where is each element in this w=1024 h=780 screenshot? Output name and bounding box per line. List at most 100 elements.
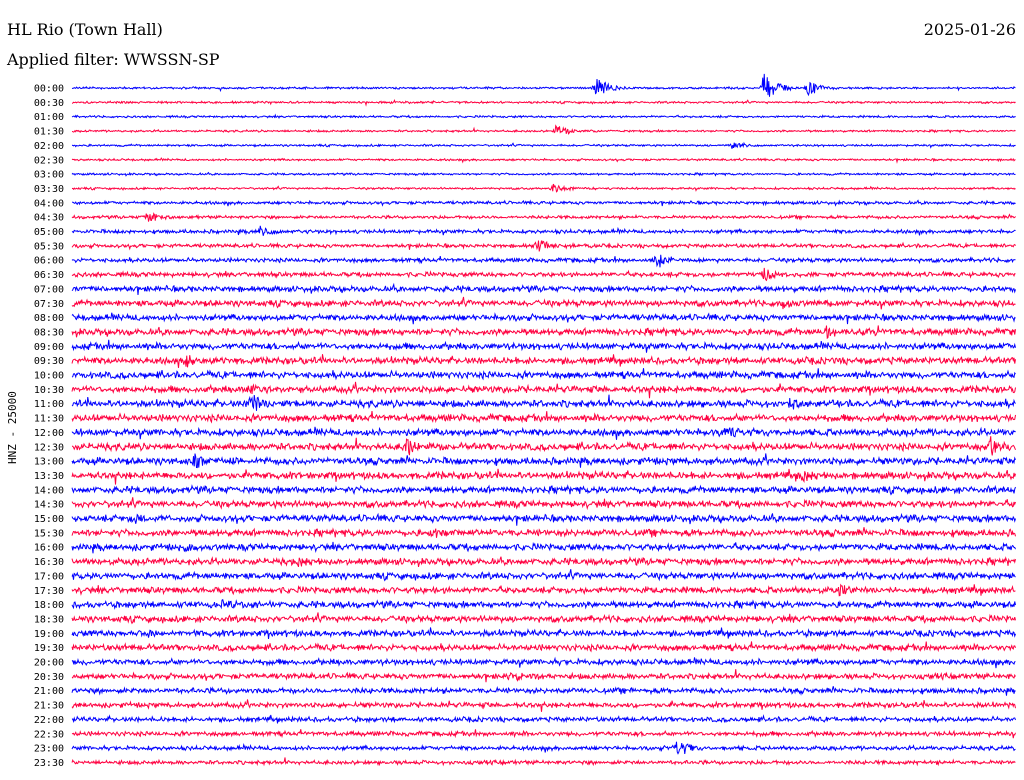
time-tick-label: 11:00 — [34, 399, 64, 410]
time-tick-label: 17:30 — [34, 586, 64, 597]
time-tick-labels: 00:00 00:30 01:00 01:30 02:00 02:30 03:00 03:30… — [34, 84, 64, 769]
seismic-trace-row — [71, 368, 1016, 381]
time-tick-label: 02:30 — [34, 155, 64, 166]
time-tick-label: 15:30 — [34, 528, 64, 539]
seismic-trace-row — [71, 729, 1016, 739]
seismic-trace-row — [71, 541, 1016, 554]
seismic-trace-row — [71, 267, 1016, 282]
time-tick-label: 23:00 — [34, 744, 64, 755]
time-tick-label: 10:00 — [34, 371, 64, 382]
seismic-trace-row — [71, 339, 1016, 353]
time-tick-label: 05:30 — [34, 241, 64, 252]
seismic-trace-row — [71, 583, 1016, 597]
seismic-trace-row — [71, 669, 1016, 683]
seismic-traces — [71, 73, 1016, 767]
seismic-trace-row — [71, 741, 1016, 755]
time-tick-label: 00:30 — [34, 98, 64, 109]
seismic-trace-row — [71, 641, 1016, 653]
time-tick-label: 12:00 — [34, 428, 64, 439]
time-tick-label: 16:00 — [34, 543, 64, 554]
seismic-trace-row — [71, 527, 1016, 539]
time-tick-label: 10:30 — [34, 385, 64, 396]
seismic-trace-row — [71, 699, 1016, 712]
time-tick-label: 14:30 — [34, 500, 64, 511]
time-tick-label: 19:00 — [34, 629, 64, 640]
seismic-trace-row — [71, 199, 1016, 207]
seismic-trace-row — [71, 240, 1016, 252]
time-tick-label: 08:00 — [34, 313, 64, 324]
time-tick-label: 20:30 — [34, 672, 64, 683]
time-tick-label: 01:00 — [34, 112, 64, 123]
station-title: HL Rio (Town Hall) — [7, 20, 163, 39]
seismic-trace-row — [71, 354, 1016, 368]
time-tick-label: 15:00 — [34, 514, 64, 525]
seismic-trace-row — [71, 296, 1016, 310]
time-tick-label: 21:00 — [34, 686, 64, 697]
time-tick-label: 20:00 — [34, 658, 64, 669]
time-tick-label: 18:30 — [34, 614, 64, 625]
seismic-trace-row — [71, 73, 1016, 97]
time-tick-label: 14:00 — [34, 485, 64, 496]
seismic-trace-row — [71, 98, 1016, 107]
time-tick-label: 13:30 — [34, 471, 64, 482]
time-tick-label: 23:30 — [34, 758, 64, 769]
seismic-trace-row — [71, 484, 1016, 496]
seismic-trace-row — [71, 381, 1016, 399]
time-tick-label: 22:30 — [34, 729, 64, 740]
seismic-trace-row — [71, 556, 1016, 568]
time-tick-label: 21:30 — [34, 701, 64, 712]
time-tick-label: 06:00 — [34, 256, 64, 267]
time-tick-label: 07:00 — [34, 284, 64, 295]
seismic-trace-row — [71, 157, 1016, 164]
time-tick-label: 13:00 — [34, 457, 64, 468]
time-tick-label: 18:00 — [34, 600, 64, 611]
seismic-trace-row — [71, 512, 1016, 526]
seismic-trace-row — [71, 394, 1016, 411]
seismic-trace-row — [71, 612, 1016, 625]
date-label: 2025-01-26 — [923, 20, 1016, 39]
time-tick-label: 17:00 — [34, 571, 64, 582]
seismic-trace-row — [71, 627, 1016, 639]
time-tick-label: 11:30 — [34, 414, 64, 425]
time-tick-label: 09:30 — [34, 356, 64, 367]
seismic-trace-row — [71, 254, 1016, 268]
time-tick-label: 07:30 — [34, 299, 64, 310]
seismic-trace-row — [71, 436, 1016, 456]
seismic-trace-row — [71, 312, 1016, 325]
time-tick-label: 03:00 — [34, 170, 64, 181]
time-tick-label: 01:30 — [34, 127, 64, 138]
seismic-trace-row — [71, 453, 1016, 469]
time-tick-label: 16:30 — [34, 557, 64, 568]
time-tick-label: 04:00 — [34, 198, 64, 209]
seismic-trace-row — [71, 113, 1016, 120]
seismic-trace-row — [71, 757, 1016, 767]
seismic-trace-row — [71, 411, 1016, 424]
seismic-trace-row — [71, 656, 1016, 669]
time-tick-label: 00:00 — [34, 84, 64, 95]
time-tick-label: 08:30 — [34, 327, 64, 338]
seismic-trace-row — [71, 183, 1016, 193]
seismic-trace-row — [71, 497, 1016, 511]
time-tick-label: 03:30 — [34, 184, 64, 195]
time-tick-label: 05:00 — [34, 227, 64, 238]
seismic-trace-row — [71, 124, 1016, 135]
seismic-trace-row — [71, 212, 1016, 222]
time-tick-label: 04:30 — [34, 213, 64, 224]
time-tick-label: 19:30 — [34, 643, 64, 654]
seismic-trace-row — [71, 225, 1016, 236]
time-tick-label: 22:00 — [34, 715, 64, 726]
time-tick-label: 02:00 — [34, 141, 64, 152]
time-tick-label: 12:30 — [34, 442, 64, 453]
time-tick-label: 06:30 — [34, 270, 64, 281]
seismic-trace-row — [71, 325, 1016, 340]
seismic-trace-row — [71, 598, 1016, 610]
time-tick-label: 09:00 — [34, 342, 64, 353]
seismic-trace-row — [71, 569, 1016, 582]
seismic-trace-row — [71, 685, 1016, 696]
seismic-trace-row — [71, 714, 1016, 724]
filter-label: Applied filter: WWSSN-SP — [7, 50, 220, 69]
seismic-trace-row — [71, 282, 1016, 296]
seismic-trace-row — [71, 426, 1016, 440]
seismic-trace-row — [71, 141, 1016, 149]
